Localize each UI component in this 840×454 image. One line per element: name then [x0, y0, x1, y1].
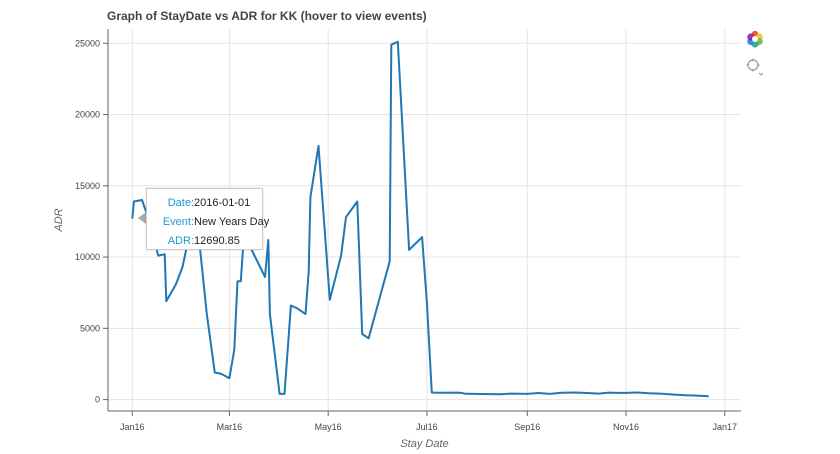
series-layer	[129, 39, 712, 399]
tooltip-adr-label: ADR:	[167, 235, 194, 247]
tooltip-date-value: 2016-01-01	[194, 197, 251, 209]
chart-toolbar	[745, 29, 767, 85]
data-point[interactable]	[634, 390, 640, 396]
y-tick-label: 25000	[75, 38, 100, 48]
data-point[interactable]	[173, 281, 179, 287]
data-point[interactable]	[307, 194, 313, 200]
data-point[interactable]	[359, 331, 365, 337]
data-point[interactable]	[162, 251, 168, 257]
data-point[interactable]	[573, 390, 579, 396]
data-point[interactable]	[607, 390, 613, 396]
tooltip-event-row: Event:New Years Day	[153, 213, 269, 232]
data-point[interactable]	[584, 390, 590, 396]
chart-title: Graph of StayDate vs ADR for KK (hover t…	[107, 9, 427, 23]
data-point[interactable]	[327, 297, 333, 303]
data-point[interactable]	[672, 392, 678, 398]
data-point[interactable]	[267, 311, 273, 317]
data-point[interactable]	[536, 390, 542, 396]
data-point[interactable]	[163, 298, 169, 304]
x-axis-label: Stay Date	[400, 438, 448, 450]
data-point[interactable]	[395, 39, 401, 45]
data-point[interactable]	[131, 199, 137, 205]
data-point[interactable]	[406, 247, 412, 253]
data-point[interactable]	[646, 390, 652, 396]
data-point[interactable]	[429, 390, 435, 396]
y-tick-label: 20000	[75, 110, 100, 120]
data-point[interactable]	[596, 391, 602, 397]
x-tick-label: May16	[315, 422, 342, 432]
data-point[interactable]	[204, 311, 210, 317]
y-tick-label: 0	[95, 395, 100, 405]
data-point[interactable]	[231, 347, 237, 353]
data-point[interactable]	[139, 197, 145, 203]
data-point[interactable]	[387, 258, 393, 264]
data-point[interactable]	[657, 391, 663, 397]
data-point[interactable]	[524, 391, 530, 397]
data-point[interactable]	[547, 391, 553, 397]
series-line[interactable]	[131, 40, 709, 398]
data-point[interactable]	[388, 42, 394, 48]
data-point[interactable]	[303, 311, 309, 317]
y-axis-label: ADR	[53, 208, 65, 232]
data-point[interactable]	[129, 216, 135, 222]
data-point[interactable]	[262, 274, 268, 280]
data-point[interactable]	[366, 335, 372, 341]
tooltip-adr-row: ADR:12690.85	[153, 232, 256, 251]
y-tick-label: 10000	[75, 252, 100, 262]
crosshair-hover-icon[interactable]	[745, 57, 765, 77]
x-tick-label: Jan16	[120, 422, 145, 432]
data-point[interactable]	[558, 390, 564, 396]
data-point[interactable]	[155, 253, 161, 259]
data-point[interactable]	[212, 370, 218, 376]
x-tick-label: Mar16	[217, 422, 243, 432]
data-point[interactable]	[683, 392, 689, 398]
tooltip-adr-value: 12690.85	[194, 235, 240, 247]
data-point[interactable]	[265, 237, 271, 243]
data-point[interactable]	[316, 143, 322, 149]
bokeh-logo-icon[interactable]	[745, 29, 765, 49]
tooltip-arrow	[138, 212, 146, 224]
tooltip-event-label: Event:	[162, 216, 194, 228]
y-tick-label: 15000	[75, 181, 100, 191]
data-point[interactable]	[338, 253, 344, 259]
data-point[interactable]	[354, 199, 360, 205]
axes	[107, 29, 741, 412]
grid	[108, 29, 741, 411]
x-tick-label: Sep16	[514, 422, 540, 432]
ticks: 0 5000 10000 15000 20000 25000 Jan16 Mar16 May16…	[75, 38, 737, 432]
tooltip-date-label: Date:	[167, 197, 194, 209]
data-point[interactable]	[623, 390, 629, 396]
data-point[interactable]	[343, 214, 349, 220]
data-point[interactable]	[288, 303, 294, 309]
data-point[interactable]	[218, 371, 224, 377]
data-point[interactable]	[435, 390, 441, 396]
data-point[interactable]	[238, 278, 244, 284]
tooltip-date-row: Date:2016-01-01	[153, 194, 256, 213]
data-point[interactable]	[694, 393, 700, 399]
x-tick-label: Jul16	[416, 422, 438, 432]
x-tick-label: Nov16	[613, 422, 639, 432]
data-point[interactable]	[306, 268, 312, 274]
data-point[interactable]	[706, 393, 712, 399]
data-point[interactable]	[294, 305, 300, 311]
hover-tooltip: Date:2016-01-01 Event:New Years Day ADR:…	[146, 188, 269, 251]
data-point[interactable]	[282, 391, 288, 397]
data-point[interactable]	[180, 264, 186, 270]
data-point[interactable]	[424, 300, 430, 306]
data-point[interactable]	[463, 391, 469, 397]
y-tick-label: 5000	[80, 323, 100, 333]
data-point[interactable]	[226, 375, 232, 381]
data-point[interactable]	[508, 391, 514, 397]
data-point[interactable]	[497, 391, 503, 397]
data-point[interactable]	[419, 234, 425, 240]
x-tick-label: Jan17	[713, 422, 738, 432]
data-point[interactable]	[613, 390, 619, 396]
tooltip-event-value: New Years Day	[194, 216, 270, 228]
